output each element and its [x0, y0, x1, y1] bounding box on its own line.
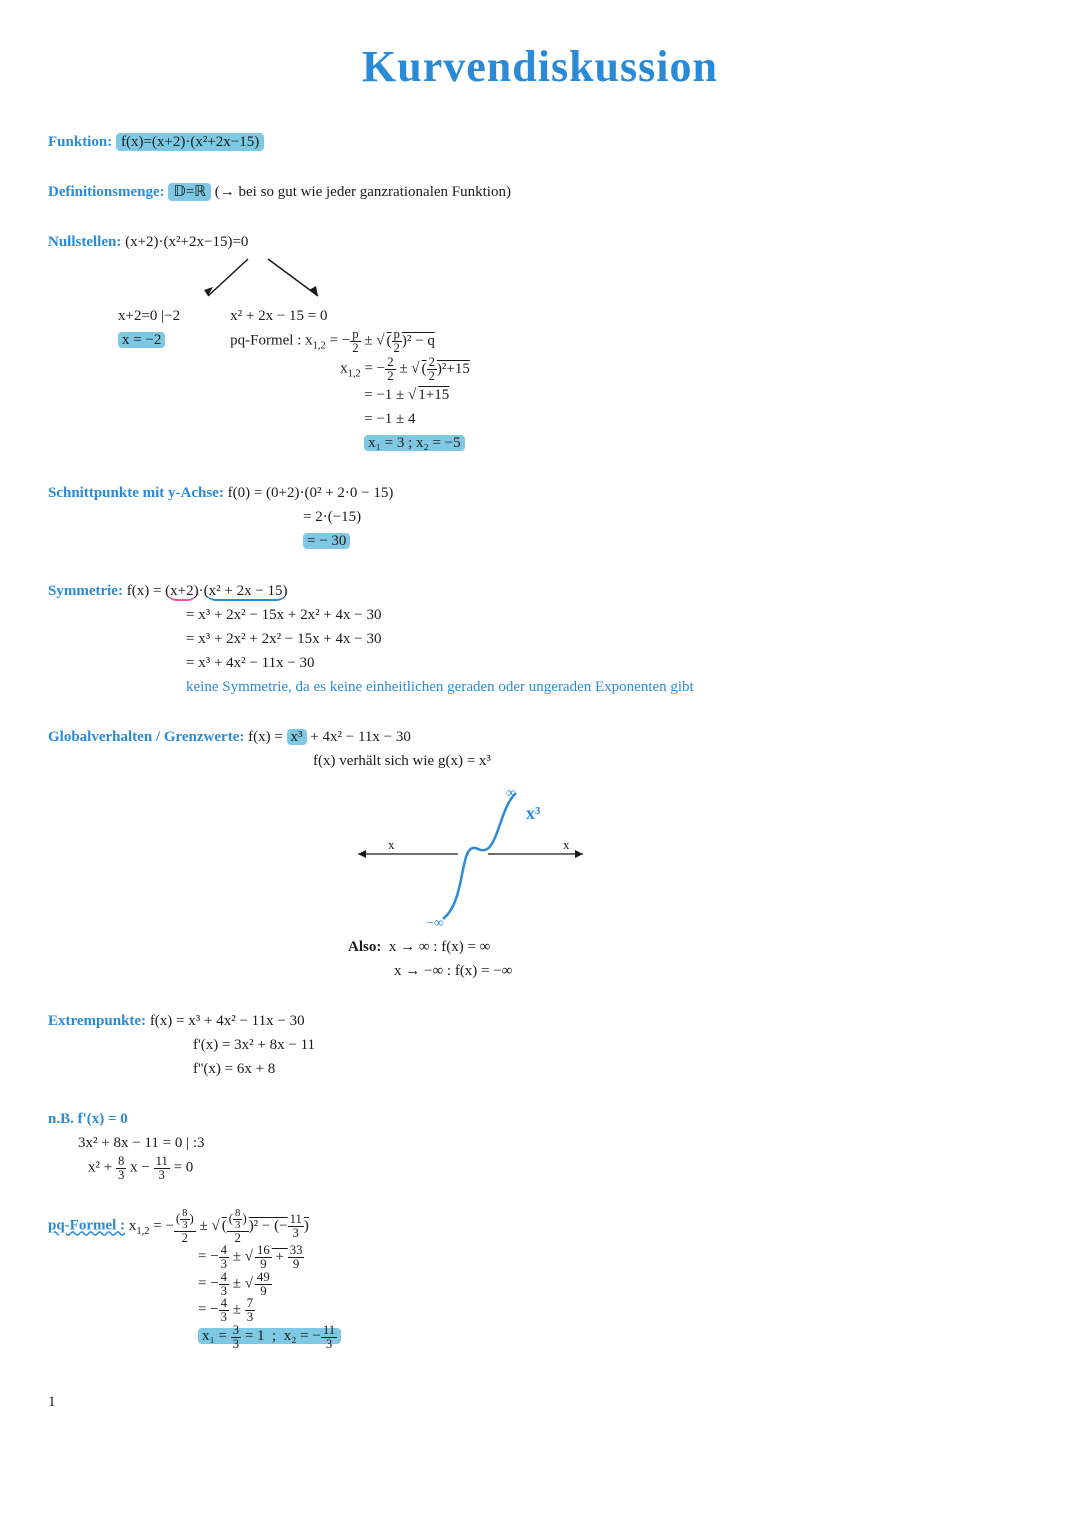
- section-defmenge: Definitionsmenge: 𝔻=ℝ (→ bei so gut wie …: [48, 180, 1032, 204]
- sym-l2: = x³ + 2x² − 15x + 2x² + 4x − 30: [186, 603, 1032, 627]
- section-pq2: pq-Formel : x1,2 = −(83)2 ± √((83)2)² − …: [48, 1208, 1032, 1350]
- label-funktion: Funktion:: [48, 134, 112, 150]
- svg-text:∞: ∞: [506, 786, 516, 801]
- svg-text:−∞: −∞: [426, 916, 444, 929]
- label-global: Globalverhalten / Grenzwerte:: [48, 729, 244, 745]
- null-l2: = −1 ± √1+15: [364, 383, 470, 407]
- defmenge-expr: 𝔻=ℝ: [168, 183, 211, 201]
- label-extrem: Extrempunkte:: [48, 1013, 146, 1029]
- extrem-l1: f(x) = x³ + 4x² − 11x − 30: [150, 1013, 305, 1029]
- label-symmetrie: Symmetrie:: [48, 583, 123, 599]
- label-pq2: pq-Formel :: [48, 1218, 125, 1234]
- label-nb: n.B. f'(x) = 0: [48, 1111, 128, 1127]
- yachse-l3: = − 30: [303, 533, 350, 549]
- global-also: Also:: [348, 939, 381, 955]
- page-title: Kurvendiskussion: [48, 32, 1032, 102]
- global-r2: x → −∞ : f(x) = −∞: [394, 959, 1032, 983]
- pq2-l1: x1,2 = −(83)2 ± √((83)2)² − (−113): [129, 1218, 309, 1234]
- section-nb: n.B. f'(x) = 0 3x² + 8x − 11 = 0 | :3 x²…: [48, 1107, 1032, 1182]
- yachse-l2: = 2·(−15): [303, 505, 1032, 529]
- label-yachse: Schnittpunkte mit y-Achse:: [48, 485, 224, 501]
- yachse-l1: f(0) = (0+2)·(0² + 2·0 − 15): [228, 485, 394, 501]
- sym-l1: f(x) = (x+2)·(x² + 2x − 15): [127, 583, 288, 599]
- null-l3: = −1 ± 4: [364, 407, 470, 431]
- svg-text:x: x: [388, 837, 395, 852]
- defmenge-note: (→ bei so gut wie jeder ganzrationalen F…: [215, 184, 511, 200]
- null-left1: x+2=0 |−2: [118, 304, 180, 328]
- pq2-l4: = −43 ± 73: [198, 1297, 1032, 1324]
- page-number: 1: [48, 1390, 1032, 1414]
- null-left2: x = −2: [118, 332, 165, 348]
- section-extrem: Extrempunkte: f(x) = x³ + 4x² − 11x − 30…: [48, 1009, 1032, 1081]
- nullstellen-top: (x+2)·(x²+2x−15)=0: [125, 234, 248, 250]
- svg-text:x³: x³: [526, 803, 541, 823]
- pq2-l2: = −43 ± √169 + 339: [198, 1244, 1032, 1271]
- cubic-curve-icon: x x ∞ x³ −∞: [348, 779, 608, 929]
- pq2-result: x₁ = 33 = 1 ; x₂ = −113: [198, 1328, 341, 1344]
- label-nullstellen: Nullstellen:: [48, 234, 121, 250]
- null-result: x₁ = 3 ; x₂ = −5: [364, 435, 465, 451]
- sym-l3: = x³ + 2x² + 2x² − 15x + 4x − 30: [186, 627, 1032, 651]
- pq2-l3: = −43 ± √499: [198, 1271, 1032, 1298]
- section-nullstellen: Nullstellen: (x+2)·(x²+2x−15)=0 x+2=0 |−…: [48, 230, 1032, 455]
- section-funktion: Funktion: f(x)=(x+2)·(x²+2x−15): [48, 130, 1032, 154]
- extrem-l3: f''(x) = 6x + 8: [193, 1057, 1032, 1081]
- label-defmenge: Definitionsmenge:: [48, 184, 165, 200]
- sym-l4: = x³ + 4x² − 11x − 30: [186, 651, 1032, 675]
- sym-note: keine Symmetrie, da es keine einheitlich…: [186, 675, 1032, 699]
- extrem-l2: f'(x) = 3x² + 8x − 11: [193, 1033, 1032, 1057]
- section-symmetrie: Symmetrie: f(x) = (x+2)·(x² + 2x − 15) =…: [48, 579, 1032, 699]
- funktion-expr: f(x)=(x+2)·(x²+2x−15): [116, 133, 264, 151]
- global-l2: f(x) verhält sich wie g(x) = x³: [313, 749, 1032, 773]
- section-yachse: Schnittpunkte mit y-Achse: f(0) = (0+2)·…: [48, 481, 1032, 553]
- branch-arrows-icon: [188, 254, 408, 304]
- pq-label: pq-Formel :: [230, 333, 301, 349]
- global-r1: x → ∞ : f(x) = ∞: [389, 939, 491, 955]
- nb-l2: x² + 83 x − 113 = 0: [88, 1155, 1032, 1182]
- svg-text:x: x: [563, 837, 570, 852]
- nb-l1: 3x² + 8x − 11 = 0 | :3: [78, 1131, 1032, 1155]
- section-global: Globalverhalten / Grenzwerte: f(x) = x³ …: [48, 725, 1032, 983]
- null-right-head: x² + 2x − 15 = 0: [230, 304, 470, 328]
- global-l1: f(x) = x³ + 4x² − 11x − 30: [248, 729, 411, 745]
